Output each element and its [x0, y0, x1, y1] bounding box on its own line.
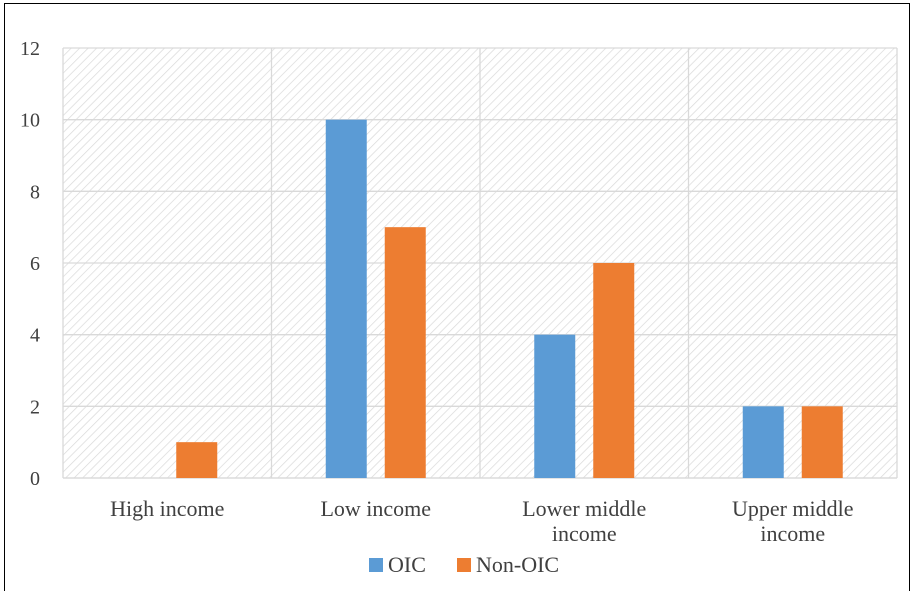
x-category-label: High income — [110, 496, 224, 521]
x-category-label-line: income — [760, 521, 825, 546]
x-category-label-line: Upper middle — [732, 496, 854, 521]
y-tick-label: 12 — [20, 38, 40, 60]
legend: OIC Non-OIC — [369, 552, 559, 577]
x-category-label-line: Low income — [320, 496, 431, 521]
bar-oic-2 — [534, 334, 576, 478]
bar-oic-3 — [742, 406, 784, 478]
legend-swatch — [369, 558, 383, 572]
y-tick-label: 10 — [20, 110, 40, 132]
legend-label: Non-OIC — [476, 552, 559, 577]
y-tick-label: 0 — [30, 468, 40, 490]
y-axis-ticks: 0 2 4 6 8 10 12 — [20, 38, 40, 490]
bar-non-oic-3 — [801, 406, 843, 478]
y-tick-label: 2 — [30, 396, 40, 418]
x-axis-categories: High income Low income Lower middle incomeU… — [110, 496, 853, 546]
x-category-label: Low income — [320, 496, 431, 521]
x-category-label-line: High income — [110, 496, 224, 521]
bar-non-oic-2 — [593, 263, 635, 478]
gridlines — [62, 47, 898, 479]
y-tick-label: 4 — [30, 325, 40, 347]
x-category-label: Upper middle income — [732, 496, 854, 546]
bar-non-oic-0 — [176, 442, 218, 478]
legend-label: OIC — [388, 552, 426, 577]
x-category-label: Lower middle income — [522, 496, 646, 546]
bars — [176, 119, 843, 479]
y-tick-label: 6 — [30, 253, 40, 275]
bar-oic-1 — [325, 119, 367, 479]
x-category-label-line: Lower middle — [522, 496, 646, 521]
x-category-label-line: income — [552, 521, 617, 546]
legend-swatch — [457, 558, 471, 572]
bar-non-oic-1 — [384, 227, 426, 478]
y-tick-label: 8 — [30, 181, 40, 203]
